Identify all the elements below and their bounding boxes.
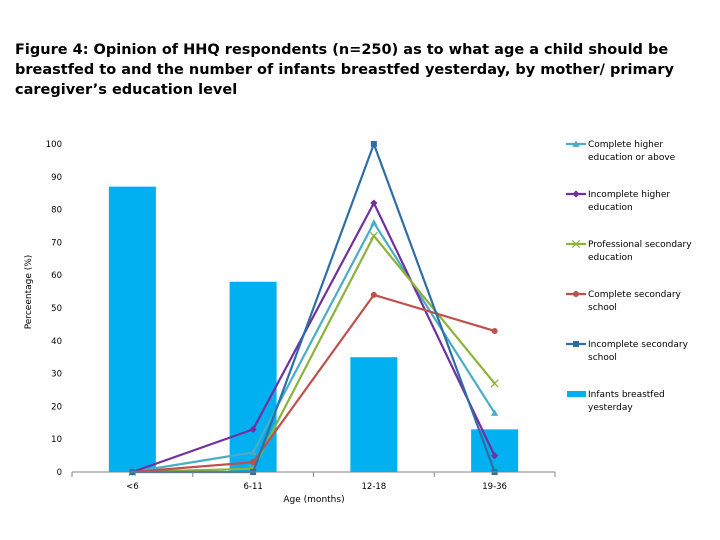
legend-label: Infants breastfed yesterday [588, 390, 665, 413]
bar [471, 429, 519, 472]
legend-marker [573, 341, 579, 347]
series-line [132, 293, 495, 474]
x-tick-label: 6-11 [243, 482, 262, 492]
data-point [370, 199, 378, 207]
legend-label: Incomplete secondary school [588, 340, 688, 363]
y-tick-label: 40 [51, 337, 62, 347]
x-tick-label: <6 [126, 482, 139, 492]
data-point [369, 231, 378, 240]
y-tick-label: 20 [51, 402, 62, 412]
bar [108, 186, 156, 472]
legend-marker [571, 239, 581, 249]
data-point [249, 425, 257, 433]
y-tick-label: 60 [51, 271, 62, 281]
data-point [370, 219, 378, 226]
chart-title: Figure 4: Opinion of HHQ respondents (n=… [15, 42, 674, 98]
data-point [490, 379, 499, 388]
data-point [491, 409, 499, 416]
y-tick-label: 90 [51, 173, 62, 183]
data-point [370, 291, 377, 298]
legend-swatch [567, 391, 586, 397]
series-line [132, 200, 496, 474]
data-point [250, 459, 257, 466]
series-line [132, 140, 496, 474]
series-line [132, 220, 496, 474]
x-axis-ticks: <6 6-11 12-18 19-36 [126, 482, 507, 492]
legend-marker [572, 190, 580, 198]
y-tick-label: 80 [51, 206, 62, 216]
y-tick-label: 50 [51, 304, 62, 314]
legend-label: Incomplete higher education [588, 190, 671, 213]
legend-label: Professional secondary education [588, 240, 692, 263]
y-axis-title: Perceentage (%) [24, 255, 34, 330]
x-axis-title: Age (months) [283, 495, 344, 505]
series-line [132, 233, 496, 474]
line-series [128, 140, 499, 477]
bar [350, 357, 398, 472]
x-tick-label: 12-18 [362, 482, 387, 492]
y-axis-ticks: 0 10 20 30 40 50 60 70 80 90 100 [46, 140, 62, 478]
bar [229, 281, 277, 472]
bar-series [108, 186, 519, 472]
data-point [491, 327, 498, 334]
y-tick-label: 70 [51, 238, 62, 248]
legend-marker [572, 140, 580, 147]
y-tick-label: 100 [46, 140, 62, 150]
legend-label: Complete secondary school [588, 290, 681, 313]
data-point [370, 141, 377, 147]
y-tick-label: 0 [57, 468, 62, 478]
data-point [249, 448, 257, 456]
legend-label: Complete higher education or above [588, 140, 676, 163]
data-point [491, 452, 499, 460]
x-tick-label: 19-36 [482, 482, 507, 492]
y-tick-label: 30 [51, 370, 62, 380]
legend-marker [573, 291, 579, 297]
y-tick-label: 10 [51, 435, 62, 445]
x-axis [71, 471, 556, 477]
legend-markers [566, 140, 586, 397]
